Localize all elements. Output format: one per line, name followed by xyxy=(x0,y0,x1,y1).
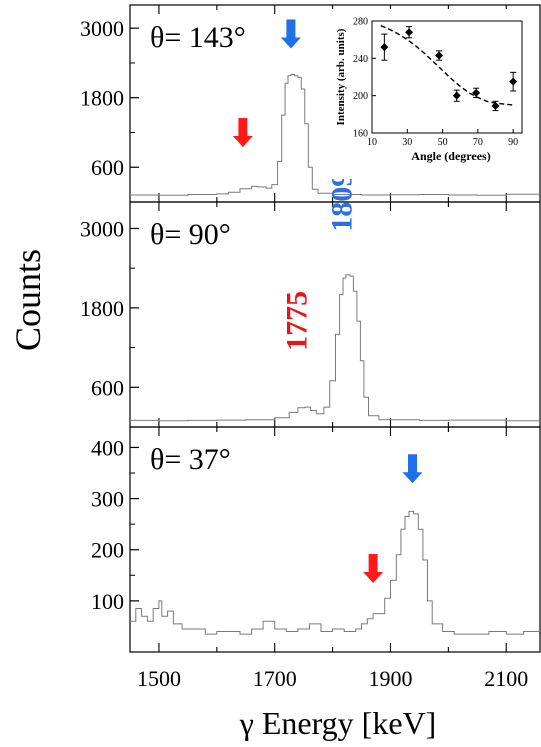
peak-label-1809: 1809 xyxy=(325,172,358,232)
inset-frame xyxy=(371,20,523,134)
red-arrow xyxy=(363,553,384,583)
inset-data-point xyxy=(435,51,444,60)
inset-x-label: Angle (degrees) xyxy=(411,149,490,163)
inset-y-tick-label: 160 xyxy=(353,129,368,140)
y-tick-label: 600 xyxy=(91,155,124,180)
inset-data-point xyxy=(405,28,414,37)
x-axis-label: γ Energy [keV] xyxy=(239,705,437,741)
y-tick-label: 3000 xyxy=(80,216,124,241)
y-tick-label: 1800 xyxy=(80,296,124,321)
panel-frame xyxy=(129,426,541,653)
y-axis-label: Counts xyxy=(8,249,48,351)
inset-x-tick-label: 70 xyxy=(473,137,483,148)
blue-arrow xyxy=(402,454,423,484)
panel-bottom: 100 200 300 400 1500 1700 1900 2100 θ= 37° xyxy=(91,426,541,691)
inset-y-tick-label: 200 xyxy=(353,91,368,102)
panel-middle: 600 1800 3000 θ= 90° 1809 1775 xyxy=(80,172,541,428)
y-tick-label: 1800 xyxy=(80,86,124,111)
angle-label: θ= 143° xyxy=(150,21,246,54)
inset-x-tick-label: 50 xyxy=(438,137,448,148)
x-tick-label: 2100 xyxy=(484,666,528,691)
y-tick-label: 3000 xyxy=(80,16,124,41)
inset-x-tick-label: 90 xyxy=(508,137,518,148)
x-tick-label: 1700 xyxy=(253,666,297,691)
inset-data-point xyxy=(452,91,461,100)
y-tick-label: 400 xyxy=(91,435,124,460)
spectrum-line xyxy=(130,510,541,635)
inset-y-tick-label: 280 xyxy=(353,17,368,28)
inset-y-tick-label: 240 xyxy=(353,54,368,65)
y-tick-label: 600 xyxy=(91,375,124,400)
inset-data-point xyxy=(380,43,389,52)
blue-arrow xyxy=(280,19,301,49)
inset-chart: 10 30 50 70 90 160 200 240 280 Angle (degrees) Int… xyxy=(326,9,532,179)
spectrum-line xyxy=(130,274,541,422)
inset-data-point xyxy=(509,77,518,86)
peak-label-1775: 1775 xyxy=(281,291,314,351)
inset-data-point xyxy=(472,88,481,97)
inset-fit-curve xyxy=(380,25,514,106)
inset-background xyxy=(326,9,532,179)
y-tick-label: 300 xyxy=(91,487,124,512)
x-tick-label: 1900 xyxy=(368,666,412,691)
inset-data-point xyxy=(491,101,500,110)
angle-label: θ= 90° xyxy=(150,218,231,251)
inset-x-tick-label: 10 xyxy=(367,137,377,148)
angle-label: θ= 37° xyxy=(150,443,231,476)
inset-x-tick-label: 30 xyxy=(402,137,412,148)
panel-top: 600 1800 3000 θ= 143° xyxy=(80,4,541,203)
y-tick-label: 100 xyxy=(91,589,124,614)
x-tick-label: 1500 xyxy=(137,666,181,691)
red-arrow xyxy=(232,117,253,147)
spectrum-line xyxy=(130,74,541,196)
inset-y-label: Intensity (arb. units) xyxy=(335,28,347,125)
y-tick-label: 200 xyxy=(91,538,124,563)
